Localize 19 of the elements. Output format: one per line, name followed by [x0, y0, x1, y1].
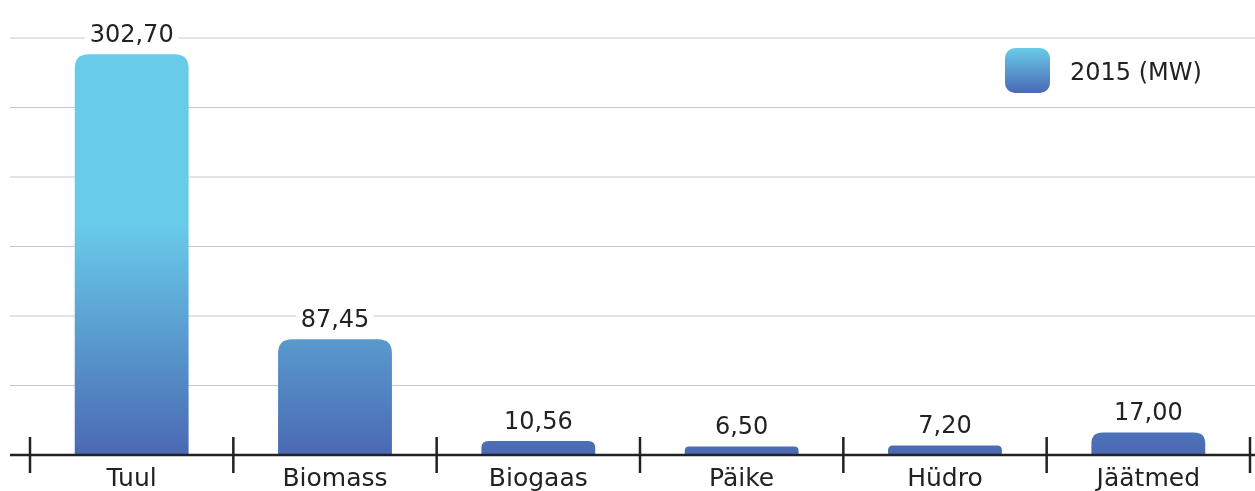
x-tick-label: Hüdro [907, 463, 983, 491]
x-tick-label: Tuul [105, 463, 157, 491]
bar [74, 54, 189, 455]
data-label: 7,20 [918, 411, 972, 440]
bar [481, 441, 596, 455]
x-tick-label: Biogaas [488, 463, 588, 491]
bar [684, 446, 799, 455]
x-tick-label: Biomass [282, 463, 388, 491]
x-tick-label: Jäätmed [1094, 463, 1201, 491]
bar [888, 445, 1002, 455]
x-tick-label: Päike [709, 463, 775, 491]
data-label: 87,45 [300, 305, 370, 334]
bar [1091, 432, 1206, 455]
data-label: 302,70 [89, 20, 174, 49]
data-label: 17,00 [1113, 398, 1183, 427]
data-label: 6,50 [714, 412, 769, 441]
legend-label: 2015 (MW) [1070, 58, 1202, 86]
data-label: 10,56 [503, 407, 573, 436]
bar [278, 339, 392, 455]
